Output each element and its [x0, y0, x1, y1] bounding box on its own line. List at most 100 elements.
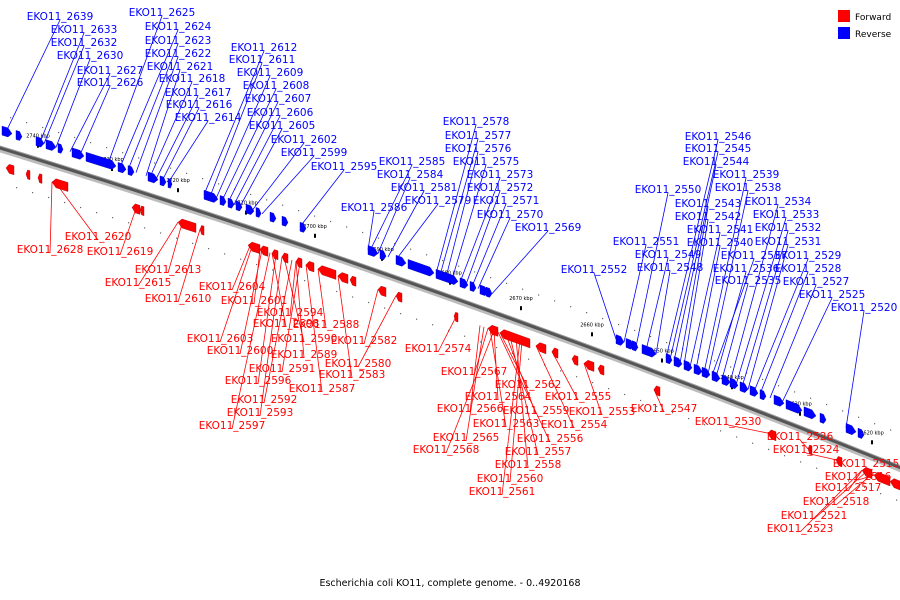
legend-swatch	[838, 10, 850, 22]
reverse-gene-arrow	[407, 259, 435, 277]
minor-tick	[608, 388, 610, 390]
reverse-gene-label-leader	[299, 169, 345, 227]
forward-gene-arrow	[499, 329, 531, 349]
minor-tick	[752, 442, 754, 444]
reverse-gene-arrow	[367, 245, 379, 257]
forward-gene-label: EKO11_2619	[87, 246, 154, 258]
minor-tick	[218, 183, 220, 185]
forward-gene-label-leader	[583, 363, 603, 416]
minor-tick	[464, 335, 466, 337]
reverse-gene-label-leader	[655, 270, 671, 355]
forward-gene-label-leader	[289, 261, 297, 317]
forward-gene-label: EKO11_2558	[495, 459, 562, 471]
forward-gene-label: EKO11_2601	[221, 295, 288, 307]
reverse-gene-label-leader	[445, 151, 479, 278]
forward-gene-arrow	[551, 347, 559, 359]
reverse-gene-arrow	[45, 139, 57, 151]
forward-gene-label: EKO11_2603	[187, 333, 254, 345]
minor-tick	[362, 231, 364, 234]
forward-gene-label: EKO11_2588	[293, 319, 360, 331]
reverse-gene-label: EKO11_2548	[637, 262, 704, 274]
forward-gene-label: EKO11_2620	[65, 231, 132, 243]
forward-gene-label: EKO11_2604	[199, 281, 266, 293]
minor-tick	[186, 172, 188, 174]
minor-tick	[74, 136, 76, 139]
minor-tick	[64, 201, 66, 204]
reverse-gene-label-leader	[669, 151, 719, 360]
minor-tick	[26, 122, 28, 124]
forward-gene-arrow	[835, 456, 843, 468]
reverse-gene-arrow	[395, 254, 407, 267]
forward-gene-arrow	[767, 429, 777, 442]
minor-tick	[768, 448, 770, 450]
reverse-gene-arrow	[721, 374, 731, 386]
reverse-gene-label-leader	[703, 177, 747, 373]
reverse-gene-label-leader	[127, 43, 179, 171]
reverse-gene-label: EKO11_2632	[51, 37, 118, 49]
backbone-shadow	[0, 149, 900, 473]
forward-gene-label: EKO11_2559	[503, 405, 570, 417]
reverse-gene-label-leader	[707, 190, 749, 375]
forward-gene-arrow	[247, 241, 261, 255]
reverse-gene-label: EKO11_2595	[311, 161, 378, 173]
minor-tick	[730, 366, 732, 368]
reverse-gene-label-leader	[623, 244, 647, 343]
reverse-gene-label-leader	[781, 297, 833, 403]
reverse-gene-arrow	[219, 195, 227, 206]
major-tick	[799, 411, 801, 416]
reverse-gene-arrow	[711, 370, 721, 383]
reverse-gene-label: EKO11_2578	[443, 116, 510, 128]
minor-tick	[634, 329, 636, 332]
minor-tick	[874, 423, 876, 425]
forward-gene-label: EKO11_2615	[105, 277, 172, 289]
minor-tick	[106, 147, 108, 149]
reverse-gene-arrow	[299, 221, 307, 233]
reverse-gene-label-leader	[167, 120, 209, 184]
minor-tick	[480, 341, 482, 343]
forward-gene-label: EKO11_2561	[469, 486, 536, 498]
reverse-gene-label-leader	[107, 15, 163, 164]
forward-gene-arrow	[377, 285, 387, 298]
reverse-gene-arrow	[281, 215, 289, 227]
minor-tick	[16, 187, 18, 189]
minor-tick	[314, 215, 316, 217]
reverse-gene-label-leader	[695, 245, 721, 370]
reverse-gene-arrow	[773, 394, 785, 407]
minor-tick	[442, 259, 444, 262]
minor-tick	[272, 269, 274, 271]
forward-gene-label-leader	[465, 326, 485, 442]
reverse-gene-arrow	[167, 178, 173, 189]
reverse-gene-arrow	[693, 363, 703, 376]
minor-tick	[666, 342, 668, 344]
minor-tick	[458, 265, 460, 267]
reverse-gene-label: EKO11_2623	[145, 35, 212, 47]
reverse-gene-label-leader	[465, 190, 501, 285]
tick-label: 2710 kbp	[234, 201, 258, 207]
reverse-gene-arrow	[469, 281, 477, 292]
reverse-gene-arrow	[379, 249, 387, 261]
forward-gene-arrow	[349, 275, 357, 287]
reverse-gene-label-leader	[239, 128, 283, 207]
reverse-gene-label-leader	[69, 73, 111, 152]
minor-tick	[112, 217, 114, 219]
tick-label: 2680 kbp	[438, 271, 462, 277]
reverse-gene-arrow	[641, 344, 657, 358]
reverse-gene-label: EKO11_2627	[77, 65, 144, 77]
reverse-gene-label: EKO11_2570	[477, 209, 544, 221]
reverse-gene-label: EKO11_2528	[775, 263, 842, 275]
forward-gene-label: EKO11_2596	[225, 375, 292, 387]
minor-tick	[640, 399, 642, 402]
forward-gene-label: EKO11_2547	[631, 403, 698, 415]
forward-gene-label-leader	[257, 254, 277, 385]
reverse-gene-label-leader	[387, 190, 425, 258]
reverse-gene-label: EKO11_2621	[147, 61, 214, 73]
forward-gene-label: EKO11_2521	[781, 510, 848, 522]
reverse-gene-arrow	[739, 381, 749, 393]
forward-gene-arrow	[271, 249, 279, 261]
minor-tick	[714, 360, 716, 362]
forward-gene-label: EKO11_2591	[249, 363, 316, 375]
reverse-gene-label: EKO11_2630	[57, 50, 124, 62]
minor-tick	[778, 385, 780, 387]
